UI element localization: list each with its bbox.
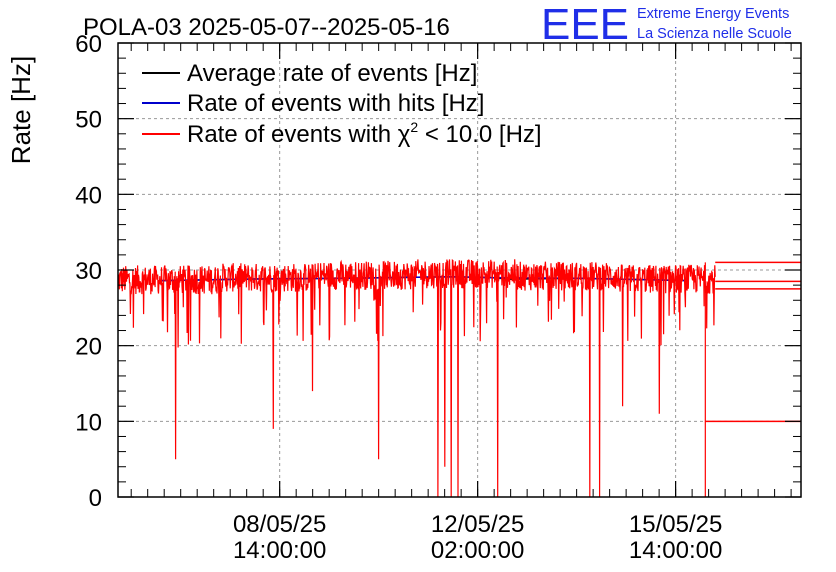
y-tick-label: 0 [89, 485, 102, 512]
logo-line-1: Extreme Energy Events [637, 6, 789, 22]
legend-label-average: Average rate of events [Hz] [187, 60, 477, 87]
y-tick-label: 40 [75, 182, 102, 209]
x-tick-label-time: 14:00:00 [629, 537, 722, 564]
x-tick-label-date: 08/05/25 [233, 511, 326, 538]
y-tick-label: 30 [75, 258, 102, 285]
y-tick-label: 50 [75, 107, 102, 134]
grid-lines [118, 43, 801, 497]
x-tick-label-date: 12/05/25 [431, 511, 524, 538]
logo-line-2: La Scienza nelle Scuole [637, 26, 792, 42]
legend: Average rate of events [Hz] Rate of even… [142, 60, 542, 148]
series-line-chi2 [117, 258, 716, 498]
y-tick-label: 20 [75, 334, 102, 361]
legend-label-hits: Rate of events with hits [Hz] [187, 90, 484, 117]
x-tick-label-time: 02:00:00 [431, 537, 524, 564]
data-layer [117, 258, 801, 498]
x-tick-label-date: 15/05/25 [629, 511, 722, 538]
legend-label-chi2: Rate of events with χ2 < 10.0 [Hz] [187, 119, 542, 148]
y-tick-label: 60 [75, 31, 102, 58]
chart-title: POLA-03 2025-05-07--2025-05-16 [83, 14, 450, 41]
x-tick-label-time: 14:00:00 [233, 537, 326, 564]
axes: 010203040506008/05/2514:00:0012/05/2502:… [75, 31, 802, 564]
y-axis-label: Rate [Hz] [6, 56, 36, 164]
eee-logo: EEE [541, 0, 629, 49]
y-tick-label: 10 [75, 409, 102, 436]
